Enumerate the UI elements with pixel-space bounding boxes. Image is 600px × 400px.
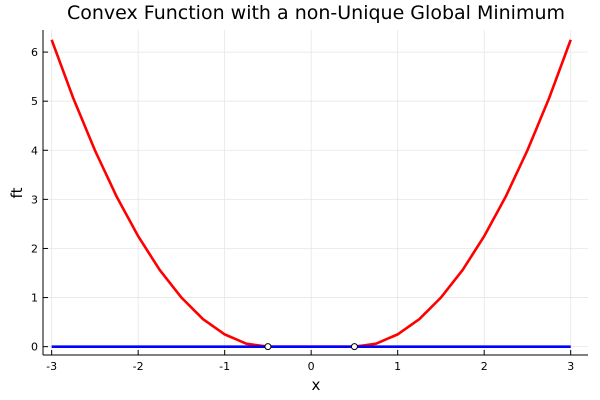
- chart-title: Convex Function with a non-Unique Global…: [67, 2, 565, 24]
- minimum-point-1: [350, 343, 358, 351]
- y-axis-label: ft: [8, 187, 26, 198]
- y-tick-label: 0: [31, 341, 38, 354]
- x-tick-label: -1: [219, 360, 230, 373]
- y-tick-label: 6: [31, 46, 38, 59]
- y-tick-label: 3: [31, 193, 38, 206]
- series-layer: [50, 39, 572, 348]
- x-axis-label: x: [312, 376, 321, 394]
- x-tick-label: 0: [308, 360, 315, 373]
- grid: [43, 30, 588, 355]
- y-tick-label: 4: [31, 144, 38, 157]
- points-layer: [264, 343, 358, 351]
- ticks: -3 -2 -1 0 1 2 3 0 1 2 3 4 5 6: [31, 46, 574, 373]
- y-tick-label: 5: [31, 95, 38, 108]
- x-tick-label: 3: [567, 360, 574, 373]
- x-tick-label: 2: [481, 360, 488, 373]
- x-tick-label: -3: [46, 360, 57, 373]
- y-tick-label: 1: [31, 292, 38, 305]
- minimum-point-0: [264, 343, 272, 351]
- x-tick-label: -2: [133, 360, 144, 373]
- y-tick-label: 2: [31, 242, 38, 255]
- x-tick-label: 1: [394, 360, 401, 373]
